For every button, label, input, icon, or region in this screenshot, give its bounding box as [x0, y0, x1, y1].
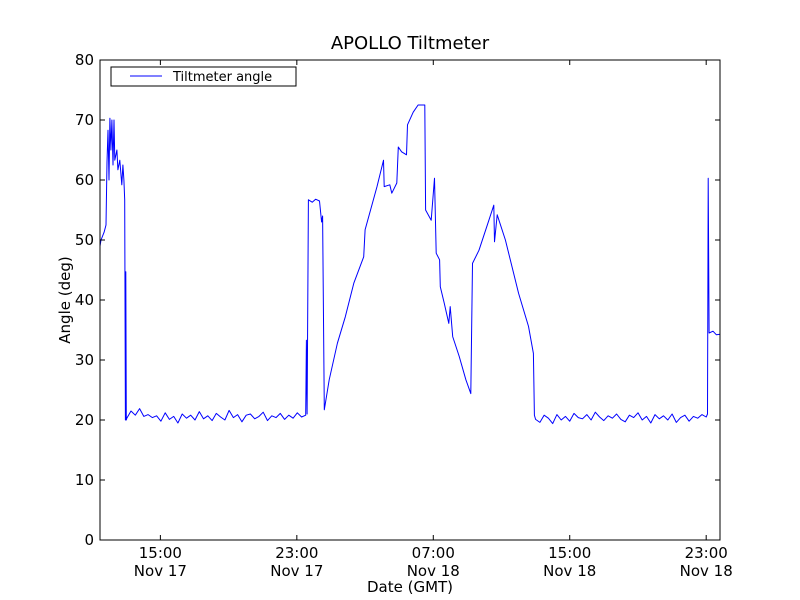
x-tick-time-label: 07:00	[412, 544, 455, 562]
x-tick-date-label: Nov 18	[543, 562, 596, 580]
y-tick-label: 0	[84, 531, 94, 549]
x-axis-label: Date (GMT)	[367, 578, 453, 596]
y-tick-label: 80	[75, 51, 94, 69]
y-tick-label: 70	[75, 111, 94, 129]
x-tick-date-label: Nov 18	[680, 562, 733, 580]
x-tick-date-label: Nov 17	[270, 562, 323, 580]
y-axis-label: Angle (deg)	[56, 256, 74, 343]
series-layer	[99, 104, 721, 540]
y-tick-label: 50	[75, 231, 94, 249]
legend: Tiltmeter angle	[110, 66, 297, 87]
y-tick-label: 40	[75, 291, 94, 309]
legend-box	[110, 66, 297, 87]
x-tick-time-label: 15:00	[548, 544, 591, 562]
y-tick-label: 60	[75, 171, 94, 189]
legend-entry-label: Tiltmeter angle	[172, 70, 272, 85]
plot-frame	[99, 59, 721, 541]
y-tick-label: 10	[75, 471, 94, 489]
x-tick-date-label: Nov 18	[407, 562, 460, 580]
x-tick-time-label: 23:00	[275, 544, 318, 562]
y-tick-label: 30	[75, 351, 94, 369]
x-tick-time-label: 15:00	[139, 544, 182, 562]
y-tick-label: 20	[75, 411, 94, 429]
x-tick-time-label: 23:00	[685, 544, 728, 562]
chart-title: APOLLO Tiltmeter	[331, 33, 490, 54]
x-tick-date-label: Nov 17	[134, 562, 187, 580]
series-line-tiltmeter-angle	[99, 104, 721, 540]
